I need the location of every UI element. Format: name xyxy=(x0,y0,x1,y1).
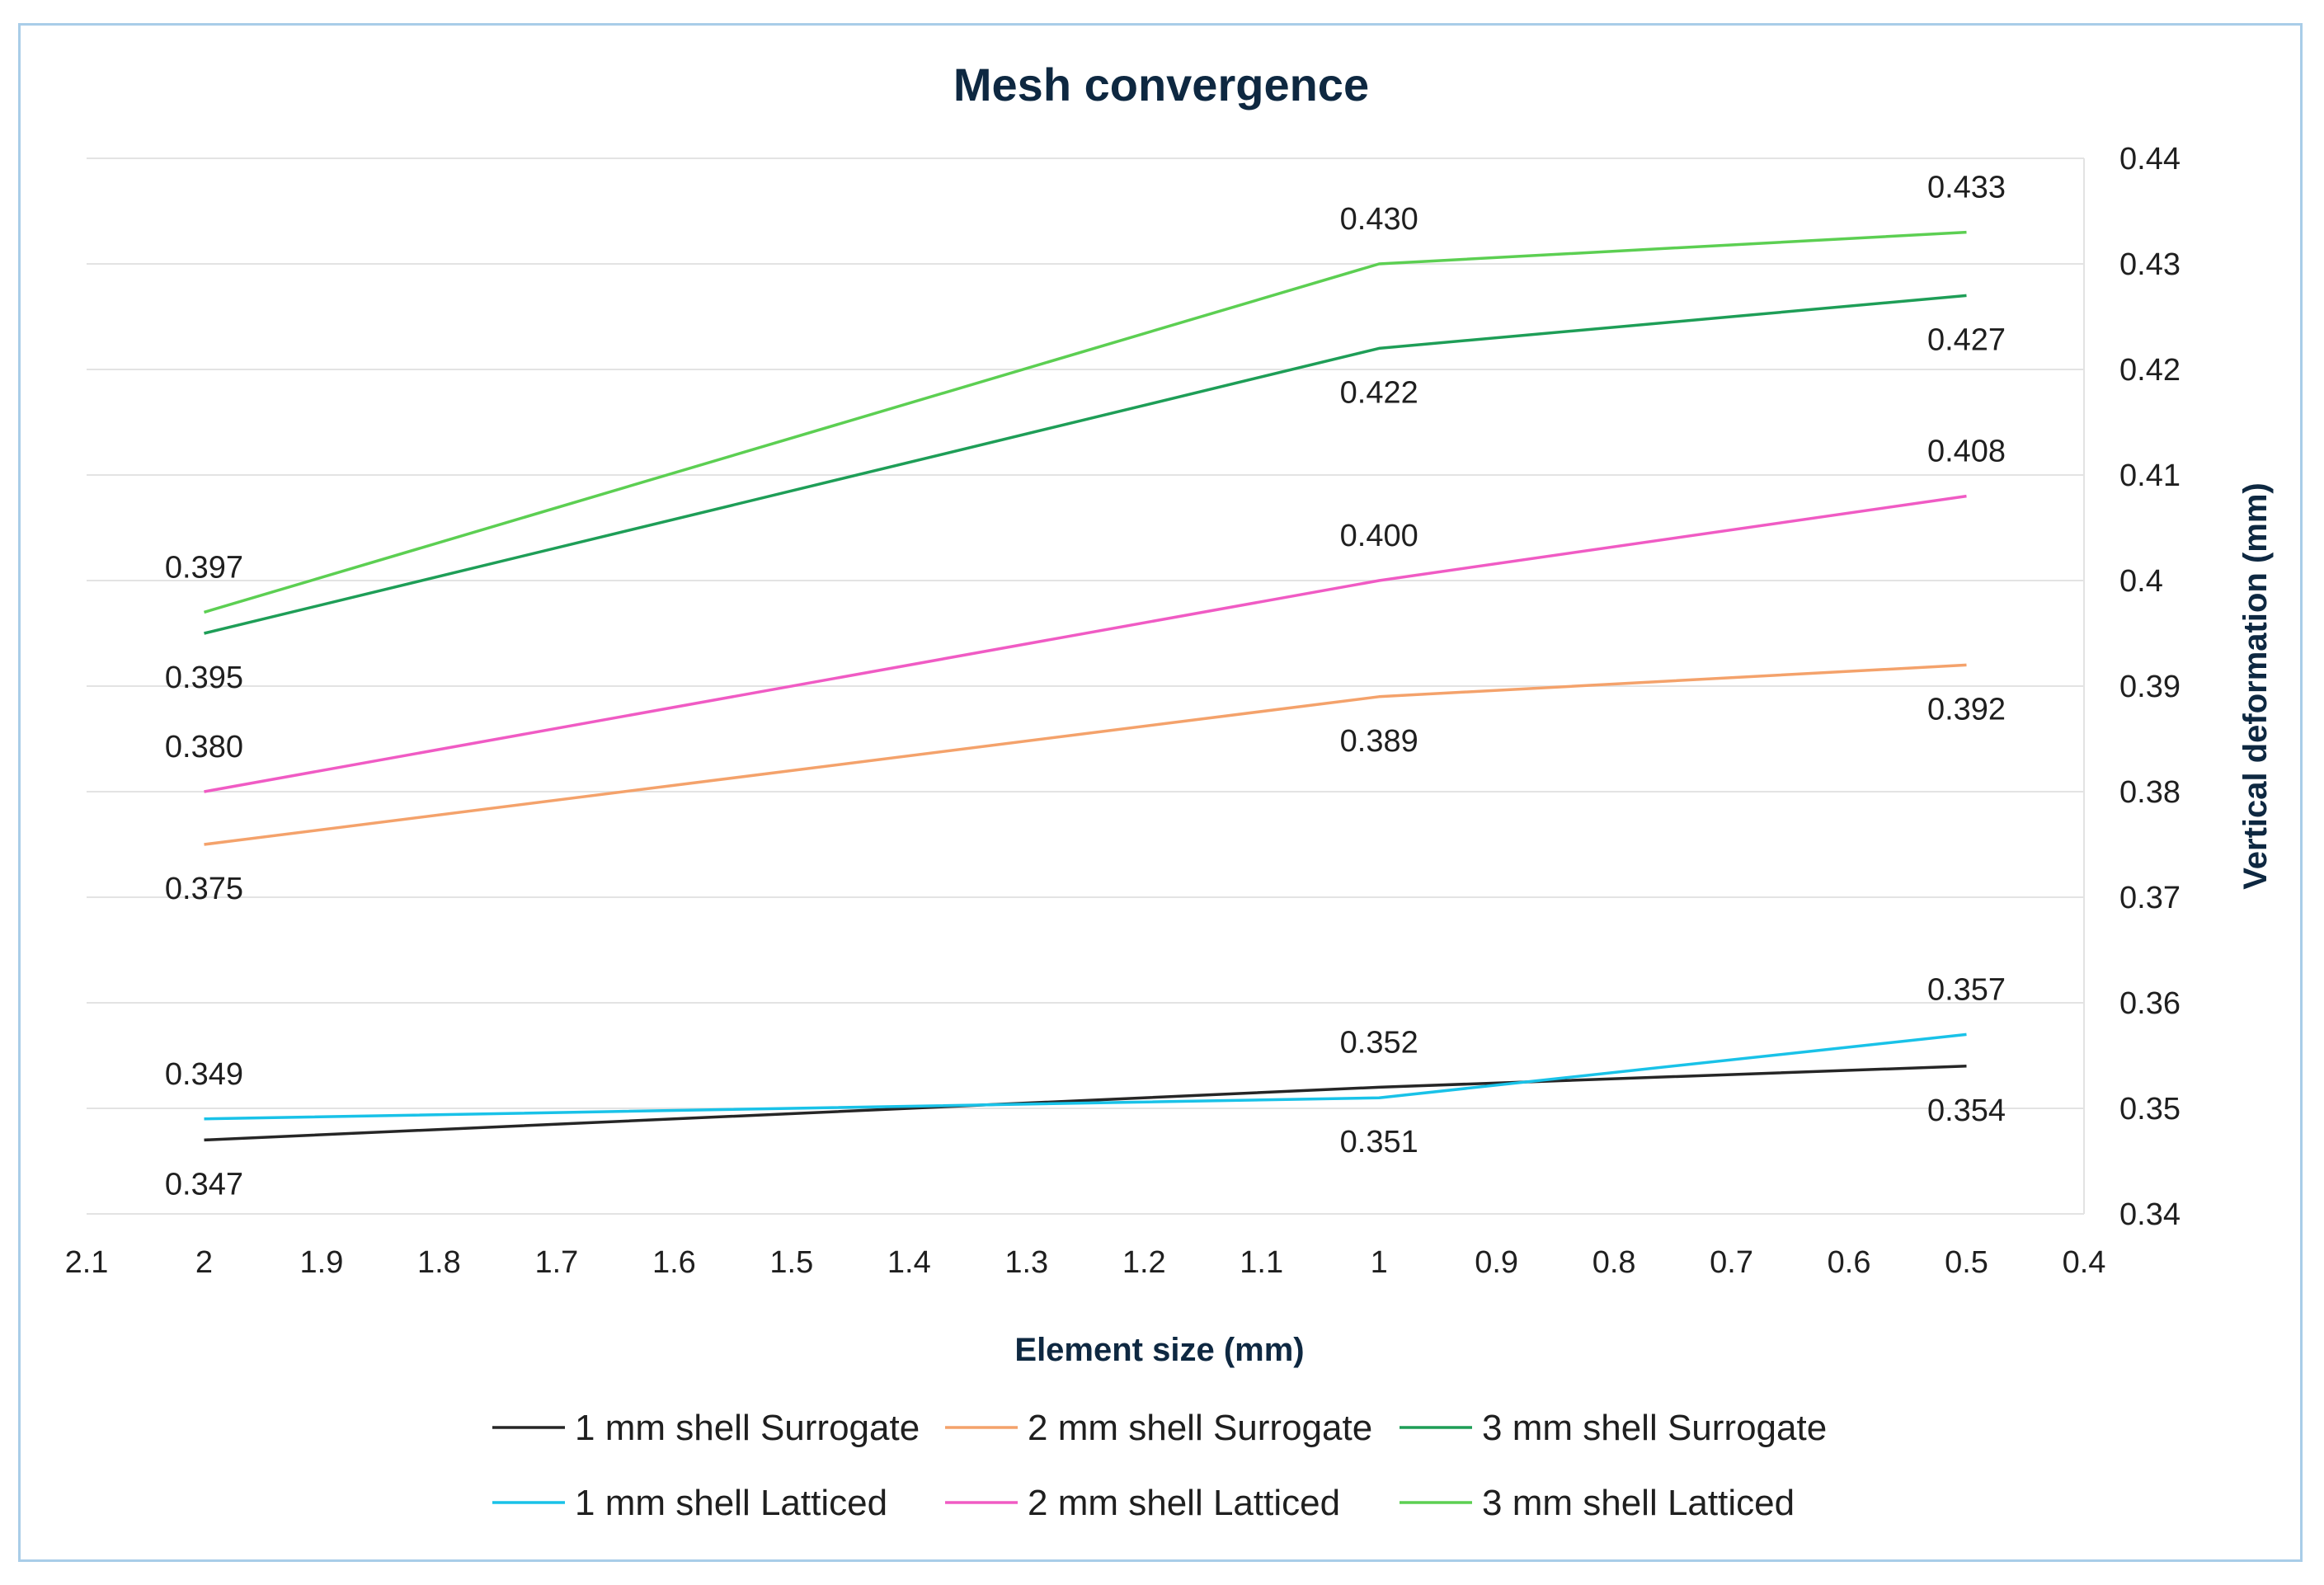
data-label: 0.389 xyxy=(1340,724,1418,759)
x-tick-label: 1.5 xyxy=(769,1245,813,1280)
legend-label: 1 mm shell Surrogate xyxy=(575,1408,920,1448)
x-tick-label: 0.4 xyxy=(2063,1245,2106,1280)
x-tick-label: 0.8 xyxy=(1592,1245,1636,1280)
y-tick-label: 0.43 xyxy=(2119,247,2181,282)
legend-label: 2 mm shell Surrogate xyxy=(1028,1408,1372,1448)
legend-label: 3 mm shell Surrogate xyxy=(1482,1408,1827,1448)
gridlines xyxy=(87,158,2085,1215)
y-tick-label: 0.42 xyxy=(2119,353,2181,388)
data-label: 0.408 xyxy=(1927,435,2006,469)
series-line-2 xyxy=(204,663,1967,846)
y-tick-label: 0.36 xyxy=(2119,986,2181,1021)
y-tick-label: 0.4 xyxy=(2119,564,2163,599)
data-label: 0.354 xyxy=(1927,1094,2006,1128)
data-label: 0.427 xyxy=(1927,322,2006,357)
x-tick-label: 1.3 xyxy=(1004,1245,1048,1280)
y-axis-title: Vertical deformation (mm) xyxy=(2237,482,2274,889)
x-tick-label: 0.5 xyxy=(1945,1245,1988,1280)
data-label: 0.349 xyxy=(165,1057,243,1092)
x-tick-label: 1.6 xyxy=(652,1245,696,1280)
y-tick-label: 0.39 xyxy=(2119,670,2181,704)
series-line-6 xyxy=(204,230,1967,614)
x-tick-label: 2 xyxy=(195,1245,213,1280)
legend-label: 2 mm shell Latticed xyxy=(1028,1483,1340,1523)
y-tick-label: 0.34 xyxy=(2119,1197,2181,1232)
x-tick-label: 1.8 xyxy=(417,1245,461,1280)
data-label: 0.380 xyxy=(165,730,243,764)
data-label: 0.395 xyxy=(165,661,243,695)
data-label: 0.430 xyxy=(1340,202,1418,237)
x-tick-label: 1 xyxy=(1371,1245,1388,1280)
series-line-5 xyxy=(204,494,1967,793)
chart-title: Mesh convergence xyxy=(953,59,1369,111)
x-axis-title: Element size (mm) xyxy=(1014,1332,1304,1368)
legend: 1 mm shell Surrogate 2 mm shell Surrogate… xyxy=(492,1408,1827,1523)
data-label: 0.351 xyxy=(1340,1125,1418,1159)
x-tick-label: 1.7 xyxy=(534,1245,578,1280)
x-tick-label: 0.6 xyxy=(1828,1245,1871,1280)
y-tick-label: 0.41 xyxy=(2119,459,2181,493)
data-label: 0.397 xyxy=(165,550,243,585)
data-label: 0.347 xyxy=(165,1167,243,1202)
x-tick-label: 1.2 xyxy=(1122,1245,1166,1280)
data-label: 0.433 xyxy=(1927,171,2006,205)
data-label: 0.422 xyxy=(1340,375,1418,410)
series-line-3 xyxy=(204,294,1967,635)
y-axis-ticks: 0.34 0.35 0.36 0.37 0.38 0.39 0.4 0.41 0.42 0.43 0… xyxy=(2119,142,2181,1232)
y-tick-label: 0.38 xyxy=(2119,775,2181,810)
x-axis-ticks: 2.1 2 1.9 1.8 1.7 1.6 1.5 1.4 1.3 1.2 1.1 1 0.9 0.8 0.… xyxy=(65,1245,2106,1280)
data-label: 0.375 xyxy=(165,872,243,906)
x-tick-label: 0.9 xyxy=(1475,1245,1518,1280)
data-label: 0.352 xyxy=(1340,1025,1418,1060)
series-line-4 xyxy=(204,1032,1967,1121)
data-label: 0.400 xyxy=(1340,519,1418,553)
series-lines xyxy=(204,230,1967,1142)
legend-label: 3 mm shell Latticed xyxy=(1482,1483,1795,1523)
legend-label: 1 mm shell Latticed xyxy=(575,1483,887,1523)
data-label: 0.392 xyxy=(1927,692,2006,727)
y-tick-label: 0.37 xyxy=(2119,881,2181,915)
series-line-1 xyxy=(204,1065,1967,1142)
data-labels: 0.347 0.352 0.354 0.375 0.389 0.392 0.395 0.422… xyxy=(165,171,2006,1202)
y-tick-label: 0.35 xyxy=(2119,1092,2181,1126)
y-tick-label: 0.44 xyxy=(2119,142,2181,176)
x-tick-label: 1.4 xyxy=(887,1245,931,1280)
x-tick-label: 1.9 xyxy=(300,1245,344,1280)
x-tick-label: 2.1 xyxy=(65,1245,109,1280)
x-tick-label: 0.7 xyxy=(1710,1245,1753,1280)
data-label: 0.357 xyxy=(1927,972,2006,1007)
x-tick-label: 1.1 xyxy=(1240,1245,1283,1280)
